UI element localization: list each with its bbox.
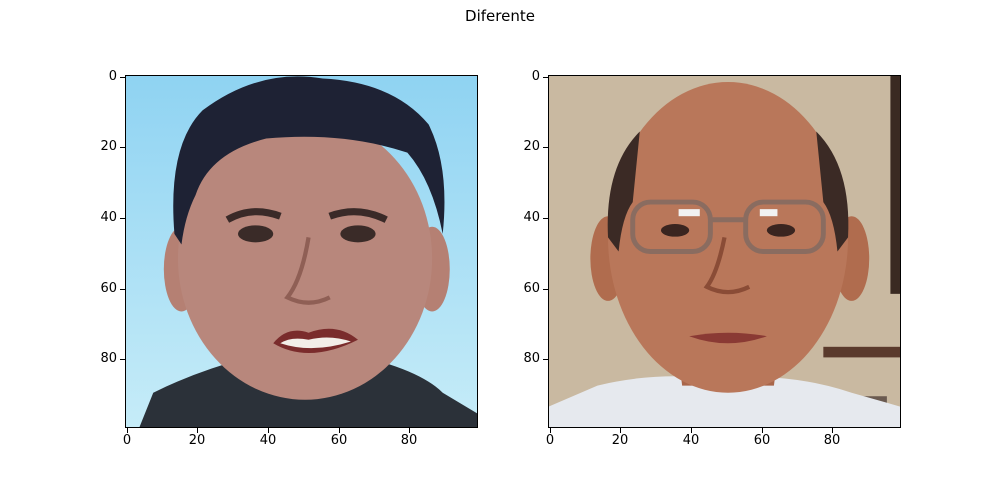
xtick-label-right: 60 <box>753 433 771 448</box>
xtick-label-right: 20 <box>611 433 629 448</box>
figure-title: Diferente <box>465 7 535 25</box>
xtick-mark-right <box>832 428 833 433</box>
xtick-mark-left <box>409 428 410 433</box>
xtick-mark-left <box>127 428 128 433</box>
xtick-label-left: 20 <box>188 433 206 448</box>
ytick-mark-right <box>543 359 548 360</box>
xtick-mark-left <box>197 428 198 433</box>
ytick-mark-left <box>120 147 125 148</box>
xtick-label-left: 40 <box>259 433 277 448</box>
ytick-mark-left <box>120 218 125 219</box>
xtick-label-right: 0 <box>545 433 555 448</box>
ytick-mark-left <box>120 77 125 78</box>
xtick-mark-right <box>550 428 551 433</box>
ytick-mark-right <box>543 147 548 148</box>
xtick-label-right: 40 <box>682 433 700 448</box>
xtick-mark-left <box>268 428 269 433</box>
ytick-mark-right <box>543 218 548 219</box>
face-image-right <box>548 75 901 428</box>
face-image-left <box>125 75 478 428</box>
ytick-label-left: 20 <box>100 139 117 154</box>
ytick-label-right: 60 <box>523 281 540 296</box>
ytick-label-right: 80 <box>523 351 540 366</box>
xtick-label-left: 60 <box>330 433 348 448</box>
image-panel-left <box>125 75 478 428</box>
xtick-mark-right <box>620 428 621 433</box>
ytick-mark-right <box>543 77 548 78</box>
ytick-mark-left <box>120 289 125 290</box>
ytick-label-left: 40 <box>100 210 117 225</box>
ytick-label-right: 20 <box>523 139 540 154</box>
ytick-label-left: 60 <box>100 281 117 296</box>
xtick-mark-left <box>339 428 340 433</box>
axes-frame-right <box>548 75 901 428</box>
xtick-mark-right <box>762 428 763 433</box>
ytick-label-right: 40 <box>523 210 540 225</box>
xtick-label-right: 80 <box>823 433 841 448</box>
ytick-label-left: 80 <box>100 351 117 366</box>
axes-frame-left <box>125 75 478 428</box>
ytick-mark-left <box>120 359 125 360</box>
ytick-label-right: 0 <box>531 69 540 84</box>
ytick-label-left: 0 <box>108 69 117 84</box>
xtick-label-left: 0 <box>122 433 132 448</box>
xtick-mark-right <box>691 428 692 433</box>
ytick-mark-right <box>543 289 548 290</box>
xtick-label-left: 80 <box>400 433 418 448</box>
image-panel-right <box>548 75 901 428</box>
